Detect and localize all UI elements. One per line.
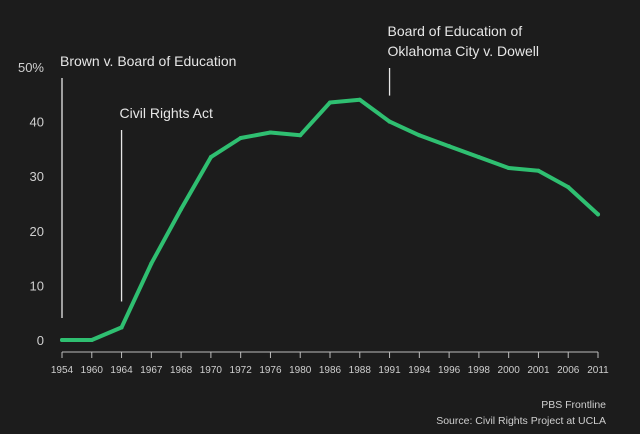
series-line — [60, 97, 600, 342]
data-point — [387, 119, 392, 124]
data-point — [328, 100, 332, 105]
data-point — [238, 135, 243, 140]
data-point — [476, 155, 481, 160]
series-group — [60, 97, 600, 342]
data-point — [268, 130, 273, 135]
x-axis: 1954 1960 1964 1967 1968 1970 1972 1976 1980 1986… — [51, 351, 609, 376]
x-tick-label: 1968 — [170, 365, 193, 376]
data-point — [179, 206, 184, 211]
annotation-label: Brown v. Board of Education — [60, 53, 236, 69]
annotation-label: Oklahoma City v. Dowell — [388, 43, 539, 59]
data-point — [506, 166, 511, 171]
x-tick-label: 2006 — [557, 365, 580, 376]
annotation-label: Board of Education of — [388, 23, 523, 39]
y-tick-label: 0 — [37, 333, 44, 348]
y-tick-label: 10 — [30, 278, 44, 293]
x-tick-label: 2011 — [587, 365, 609, 376]
x-tick-label: 1960 — [81, 365, 104, 376]
y-tick-label: 20 — [30, 224, 44, 239]
x-tick-label: 1954 — [51, 365, 74, 376]
x-tick-label: 1996 — [438, 365, 461, 376]
data-point — [89, 338, 94, 342]
data-point — [60, 338, 64, 342]
x-tick-label: 1994 — [408, 365, 431, 376]
y-tick-label: 40 — [30, 115, 44, 130]
data-point — [447, 144, 452, 149]
x-tick-label: 1986 — [319, 365, 342, 376]
data-point — [208, 155, 213, 160]
y-tick-label: 50% — [18, 60, 44, 75]
data-point — [566, 185, 571, 190]
x-tick-label: 1964 — [110, 365, 133, 376]
x-tick-label: 2001 — [527, 365, 550, 376]
data-point — [596, 212, 600, 217]
data-point — [357, 97, 362, 102]
data-point — [149, 261, 154, 266]
y-tick-label: 30 — [30, 169, 44, 184]
y-axis-ticks: 0 10 20 30 40 50% — [18, 60, 44, 348]
data-point — [417, 133, 422, 138]
annotation-label: Civil Rights Act — [120, 105, 213, 121]
credit-publisher: PBS Frontline — [541, 399, 606, 411]
data-point — [536, 168, 541, 173]
x-tick-label: 1988 — [349, 365, 372, 376]
x-tick-label: 1967 — [140, 365, 163, 376]
x-tick-label: 1970 — [200, 365, 223, 376]
data-point — [119, 325, 124, 330]
x-tick-label: 1976 — [259, 365, 282, 376]
event-annotations: Brown v. Board of Education Civil Rights … — [60, 23, 539, 318]
x-tick-label: 1980 — [289, 365, 312, 376]
credit-source: Source: Civil Rights Project at UCLA — [436, 415, 606, 427]
chart-credits: PBS Frontline Source: Civil Rights Projec… — [436, 399, 606, 427]
x-tick-label: 1991 — [378, 365, 401, 376]
x-tick-label: 1998 — [468, 365, 491, 376]
x-tick-label: 1972 — [230, 365, 253, 376]
x-tick-label: 2000 — [498, 365, 521, 376]
data-point — [298, 133, 303, 138]
